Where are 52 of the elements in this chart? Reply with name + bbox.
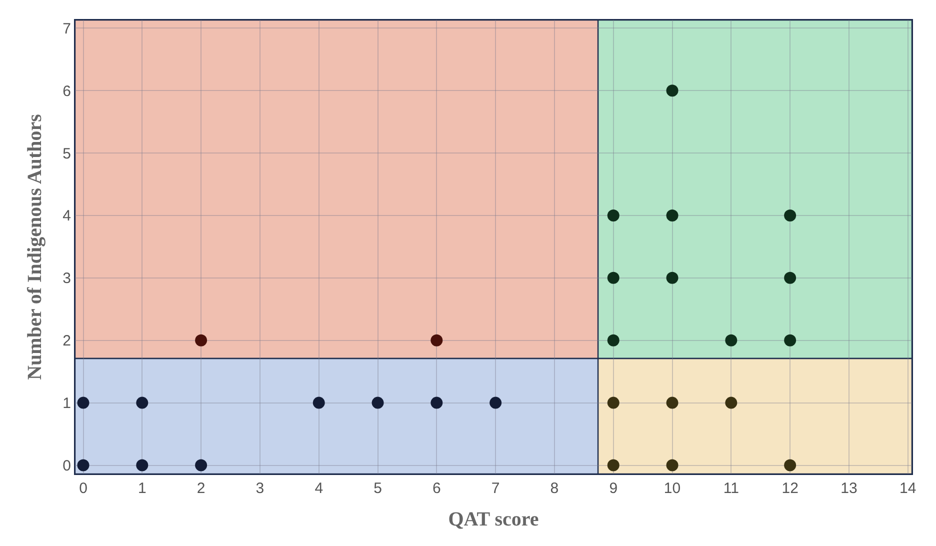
point [607, 459, 620, 472]
x-tick-label: 4 [314, 480, 324, 497]
y-tick-label: 5 [62, 145, 71, 162]
point [666, 209, 678, 222]
x-tick-label: 5 [374, 480, 382, 497]
y-tick-label: 1 [62, 395, 71, 412]
x-tick-label: 9 [609, 480, 618, 497]
y-tick-label: 2 [62, 332, 71, 350]
point [490, 396, 502, 409]
x-tick-label: 3 [256, 480, 264, 497]
y-tick-label: 7 [62, 20, 71, 38]
y-tick-label: 3 [62, 270, 71, 288]
x-tick-label: 1 [138, 480, 146, 497]
y-axis-title: Number of Indigenous Authors [24, 114, 46, 380]
point [430, 396, 443, 409]
x-tick-label: 2 [196, 480, 206, 497]
point [312, 396, 325, 409]
point [666, 459, 678, 472]
point [77, 459, 90, 472]
point [666, 396, 678, 409]
y-tick-label: 4 [62, 208, 71, 225]
point [77, 396, 90, 409]
point [666, 272, 678, 284]
point [607, 272, 620, 284]
point [725, 334, 738, 346]
point [784, 334, 796, 346]
y-tick-label: 0 [62, 458, 71, 475]
x-tick-label: 12 [782, 480, 798, 497]
point [607, 396, 620, 409]
point [372, 396, 384, 409]
x-tick-label: 14 [900, 480, 916, 497]
x-tick-label: 10 [664, 480, 681, 497]
y-tick-label: 6 [62, 82, 71, 100]
x-axis-title: QAT score [448, 508, 539, 530]
x-tick-label: 0 [79, 480, 88, 497]
point [725, 396, 738, 409]
point [666, 84, 678, 97]
x-tick-label: 6 [432, 480, 441, 497]
point [607, 209, 620, 222]
point [607, 334, 620, 346]
x-tick-label: 8 [550, 480, 559, 497]
x-tick-label: 11 [723, 480, 739, 497]
point [784, 459, 796, 472]
point [136, 396, 148, 409]
point [784, 209, 796, 222]
point [195, 334, 208, 346]
x-tick-label: 13 [840, 480, 858, 497]
x-tick-label: 7 [491, 480, 500, 497]
point [430, 334, 443, 346]
point [136, 459, 148, 472]
point [784, 272, 796, 284]
point [195, 459, 208, 472]
